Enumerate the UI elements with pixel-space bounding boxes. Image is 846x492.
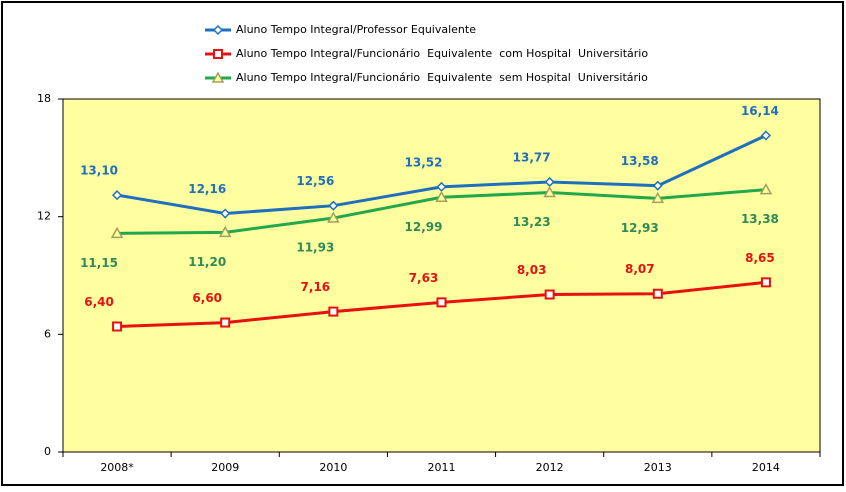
value-label: 12,56: [296, 174, 334, 188]
marker: [218, 225, 232, 238]
marker: [543, 186, 556, 198]
y-tick-label: 18: [37, 92, 51, 105]
marker: [760, 130, 771, 141]
x-tick-label: 2014: [752, 461, 780, 474]
marker: [544, 289, 555, 300]
marker: [220, 317, 231, 328]
legend-label: Aluno Tempo Integral/Funcionário Equival…: [236, 71, 648, 84]
marker: [213, 49, 223, 59]
marker: [220, 208, 231, 219]
value-label: 13,77: [513, 150, 551, 164]
value-label: 13,38: [741, 212, 779, 226]
value-label: 16,14: [741, 104, 779, 118]
x-tick-label: 2012: [536, 461, 564, 474]
value-label: 13,52: [405, 155, 443, 169]
marker: [112, 190, 123, 201]
x-tick-label: 2011: [428, 461, 456, 474]
marker: [212, 24, 224, 36]
x-tick-label: 2010: [319, 461, 347, 474]
marker: [544, 176, 555, 188]
marker: [328, 306, 339, 317]
x-tick-label: 2013: [644, 461, 672, 474]
marker: [652, 288, 663, 299]
legend-label: Aluno Tempo Integral/Professor Equivalen…: [236, 23, 476, 36]
value-label: 12,93: [621, 221, 659, 235]
value-label: 6,60: [192, 291, 222, 305]
plot-area: [62, 98, 821, 453]
y-tick-label: 6: [44, 327, 51, 340]
value-label: 11,93: [296, 241, 334, 255]
marker: [652, 180, 663, 191]
marker: [112, 321, 123, 332]
marker: [651, 191, 665, 204]
marker: [327, 211, 340, 223]
marker: [211, 71, 225, 83]
value-label: 6,40: [84, 295, 114, 309]
value-label: 13,58: [621, 154, 659, 168]
marker: [759, 183, 773, 195]
value-label: 13,10: [80, 164, 118, 178]
value-label: 11,15: [80, 256, 118, 270]
value-label: 12,99: [405, 220, 443, 234]
value-label: 12,16: [188, 182, 226, 196]
marker: [760, 277, 771, 288]
legend-label: Aluno Tempo Integral/Funcionário Equival…: [236, 47, 648, 60]
y-tick-label: 0: [44, 445, 51, 458]
y-tick-label: 12: [37, 210, 51, 223]
x-tick-label: 2009: [211, 461, 239, 474]
marker: [436, 297, 447, 308]
marker: [435, 190, 448, 203]
marker: [110, 226, 124, 239]
value-label: 13,23: [513, 215, 551, 229]
marker: [328, 200, 339, 211]
value-label: 7,16: [301, 280, 331, 294]
value-label: 8,07: [625, 262, 655, 276]
value-label: 7,63: [409, 271, 439, 285]
value-label: 11,20: [188, 255, 226, 269]
value-label: 8,65: [745, 251, 775, 265]
x-tick-label: 2008*: [100, 461, 134, 474]
value-label: 8,03: [517, 263, 547, 277]
